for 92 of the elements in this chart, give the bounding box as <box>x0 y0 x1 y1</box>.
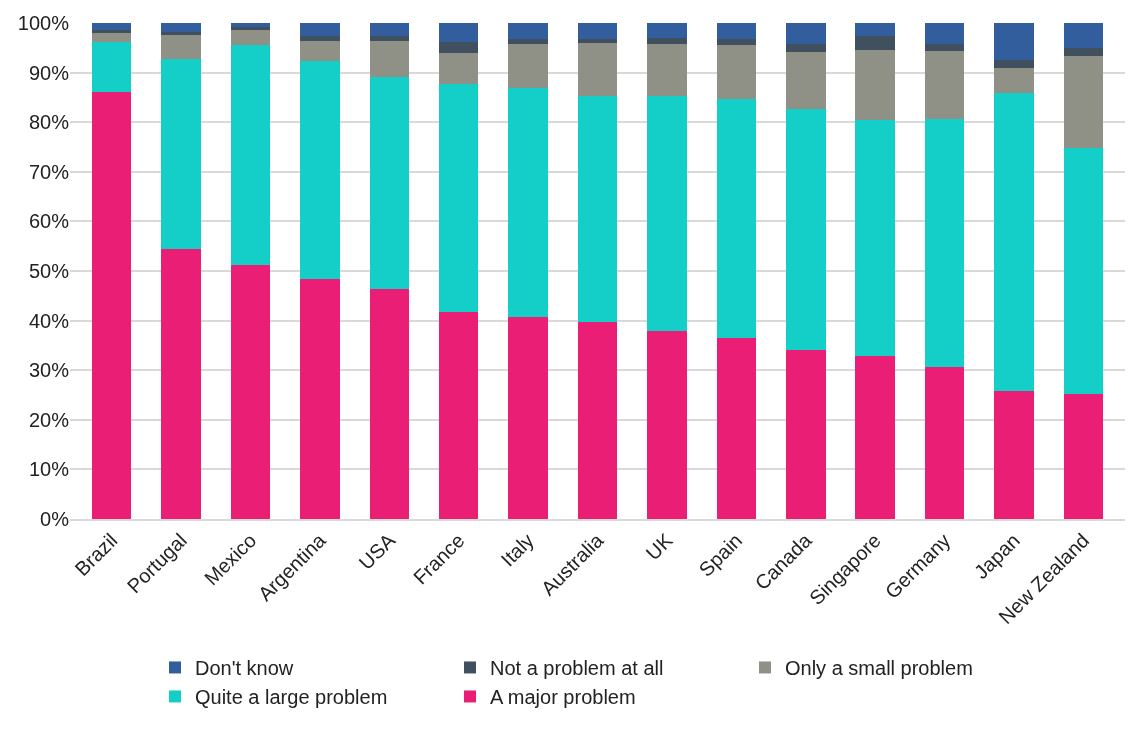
bar <box>994 67 1034 93</box>
bar <box>994 92 1034 391</box>
bar <box>994 59 1034 68</box>
bar <box>161 58 201 249</box>
bar <box>369 288 410 519</box>
bar <box>924 366 965 519</box>
bar <box>161 34 201 59</box>
bar <box>230 27 271 31</box>
bar <box>577 38 618 43</box>
legend-label: A major problem <box>490 686 636 709</box>
bar <box>161 23 201 32</box>
bar <box>994 390 1034 519</box>
bar <box>785 23 826 44</box>
bar <box>1063 148 1104 395</box>
bar <box>438 23 479 43</box>
y-tick-label: 20% <box>28 408 70 431</box>
bar <box>647 330 687 519</box>
bar <box>300 60 340 280</box>
y-tick-label: 10% <box>28 458 70 481</box>
bar <box>855 355 895 519</box>
bar <box>577 42 618 96</box>
bar <box>508 87 548 317</box>
bar <box>924 51 965 120</box>
bar <box>785 51 826 109</box>
bar <box>230 45 271 265</box>
bar <box>91 33 132 42</box>
x-tick-label: USA <box>354 528 400 574</box>
y-tick-label: 30% <box>28 359 70 382</box>
bar <box>438 83 479 313</box>
bar <box>230 30 271 46</box>
bar <box>508 316 548 519</box>
y-tick-label: 0% <box>40 508 70 530</box>
bar <box>994 23 1034 60</box>
bar <box>716 23 757 40</box>
bar <box>647 95 687 331</box>
y-tick-label: 40% <box>28 309 70 332</box>
bar <box>1063 394 1104 519</box>
bar <box>1063 23 1104 49</box>
y-tick-label: 70% <box>28 160 70 183</box>
bar <box>300 40 340 61</box>
bar <box>924 119 965 367</box>
bar <box>508 23 548 39</box>
bar <box>300 23 340 36</box>
bar <box>577 95 618 323</box>
bar <box>577 322 618 519</box>
bar <box>855 35 895 51</box>
bar <box>508 38 548 44</box>
bar <box>369 77 410 289</box>
bar <box>785 43 826 52</box>
legend-label: Don't know <box>195 657 294 680</box>
bar <box>785 108 826 351</box>
bar <box>1063 56 1104 149</box>
bar <box>647 43 687 96</box>
bar <box>924 43 965 52</box>
bar <box>716 98 757 338</box>
y-tick-label: 90% <box>28 61 70 84</box>
bar <box>161 31 201 35</box>
x-tick-label: Italy <box>496 529 538 571</box>
bar <box>855 23 895 36</box>
bar <box>716 45 757 99</box>
bar <box>91 41 132 93</box>
bar <box>369 23 410 36</box>
bar <box>647 37 687 44</box>
bar <box>230 264 271 519</box>
bar <box>647 23 687 38</box>
bar <box>785 350 826 519</box>
legend-label: Only a small problem <box>785 657 973 680</box>
bar <box>855 50 895 121</box>
bar <box>91 92 132 519</box>
bar <box>924 23 965 44</box>
bar <box>438 42 479 54</box>
bar <box>577 23 618 39</box>
bar <box>508 43 548 88</box>
legend-label: Quite a large problem <box>195 686 388 709</box>
bar <box>438 312 479 519</box>
bar <box>855 120 895 356</box>
y-tick-label: 80% <box>28 111 70 134</box>
legend-label: Not a problem at all <box>490 657 664 680</box>
y-tick-label: 100% <box>17 12 70 34</box>
bar <box>716 337 757 519</box>
bar <box>438 53 479 84</box>
bar <box>369 35 410 41</box>
y-tick-label: 50% <box>28 260 70 282</box>
x-tick-label: UK <box>641 528 678 565</box>
bar <box>300 279 340 519</box>
bar <box>161 248 201 519</box>
bar <box>300 35 340 41</box>
bar <box>1063 48 1104 57</box>
y-tick-label: 60% <box>28 210 70 233</box>
bar <box>716 39 757 46</box>
bar <box>91 23 132 30</box>
bar <box>369 40 410 78</box>
